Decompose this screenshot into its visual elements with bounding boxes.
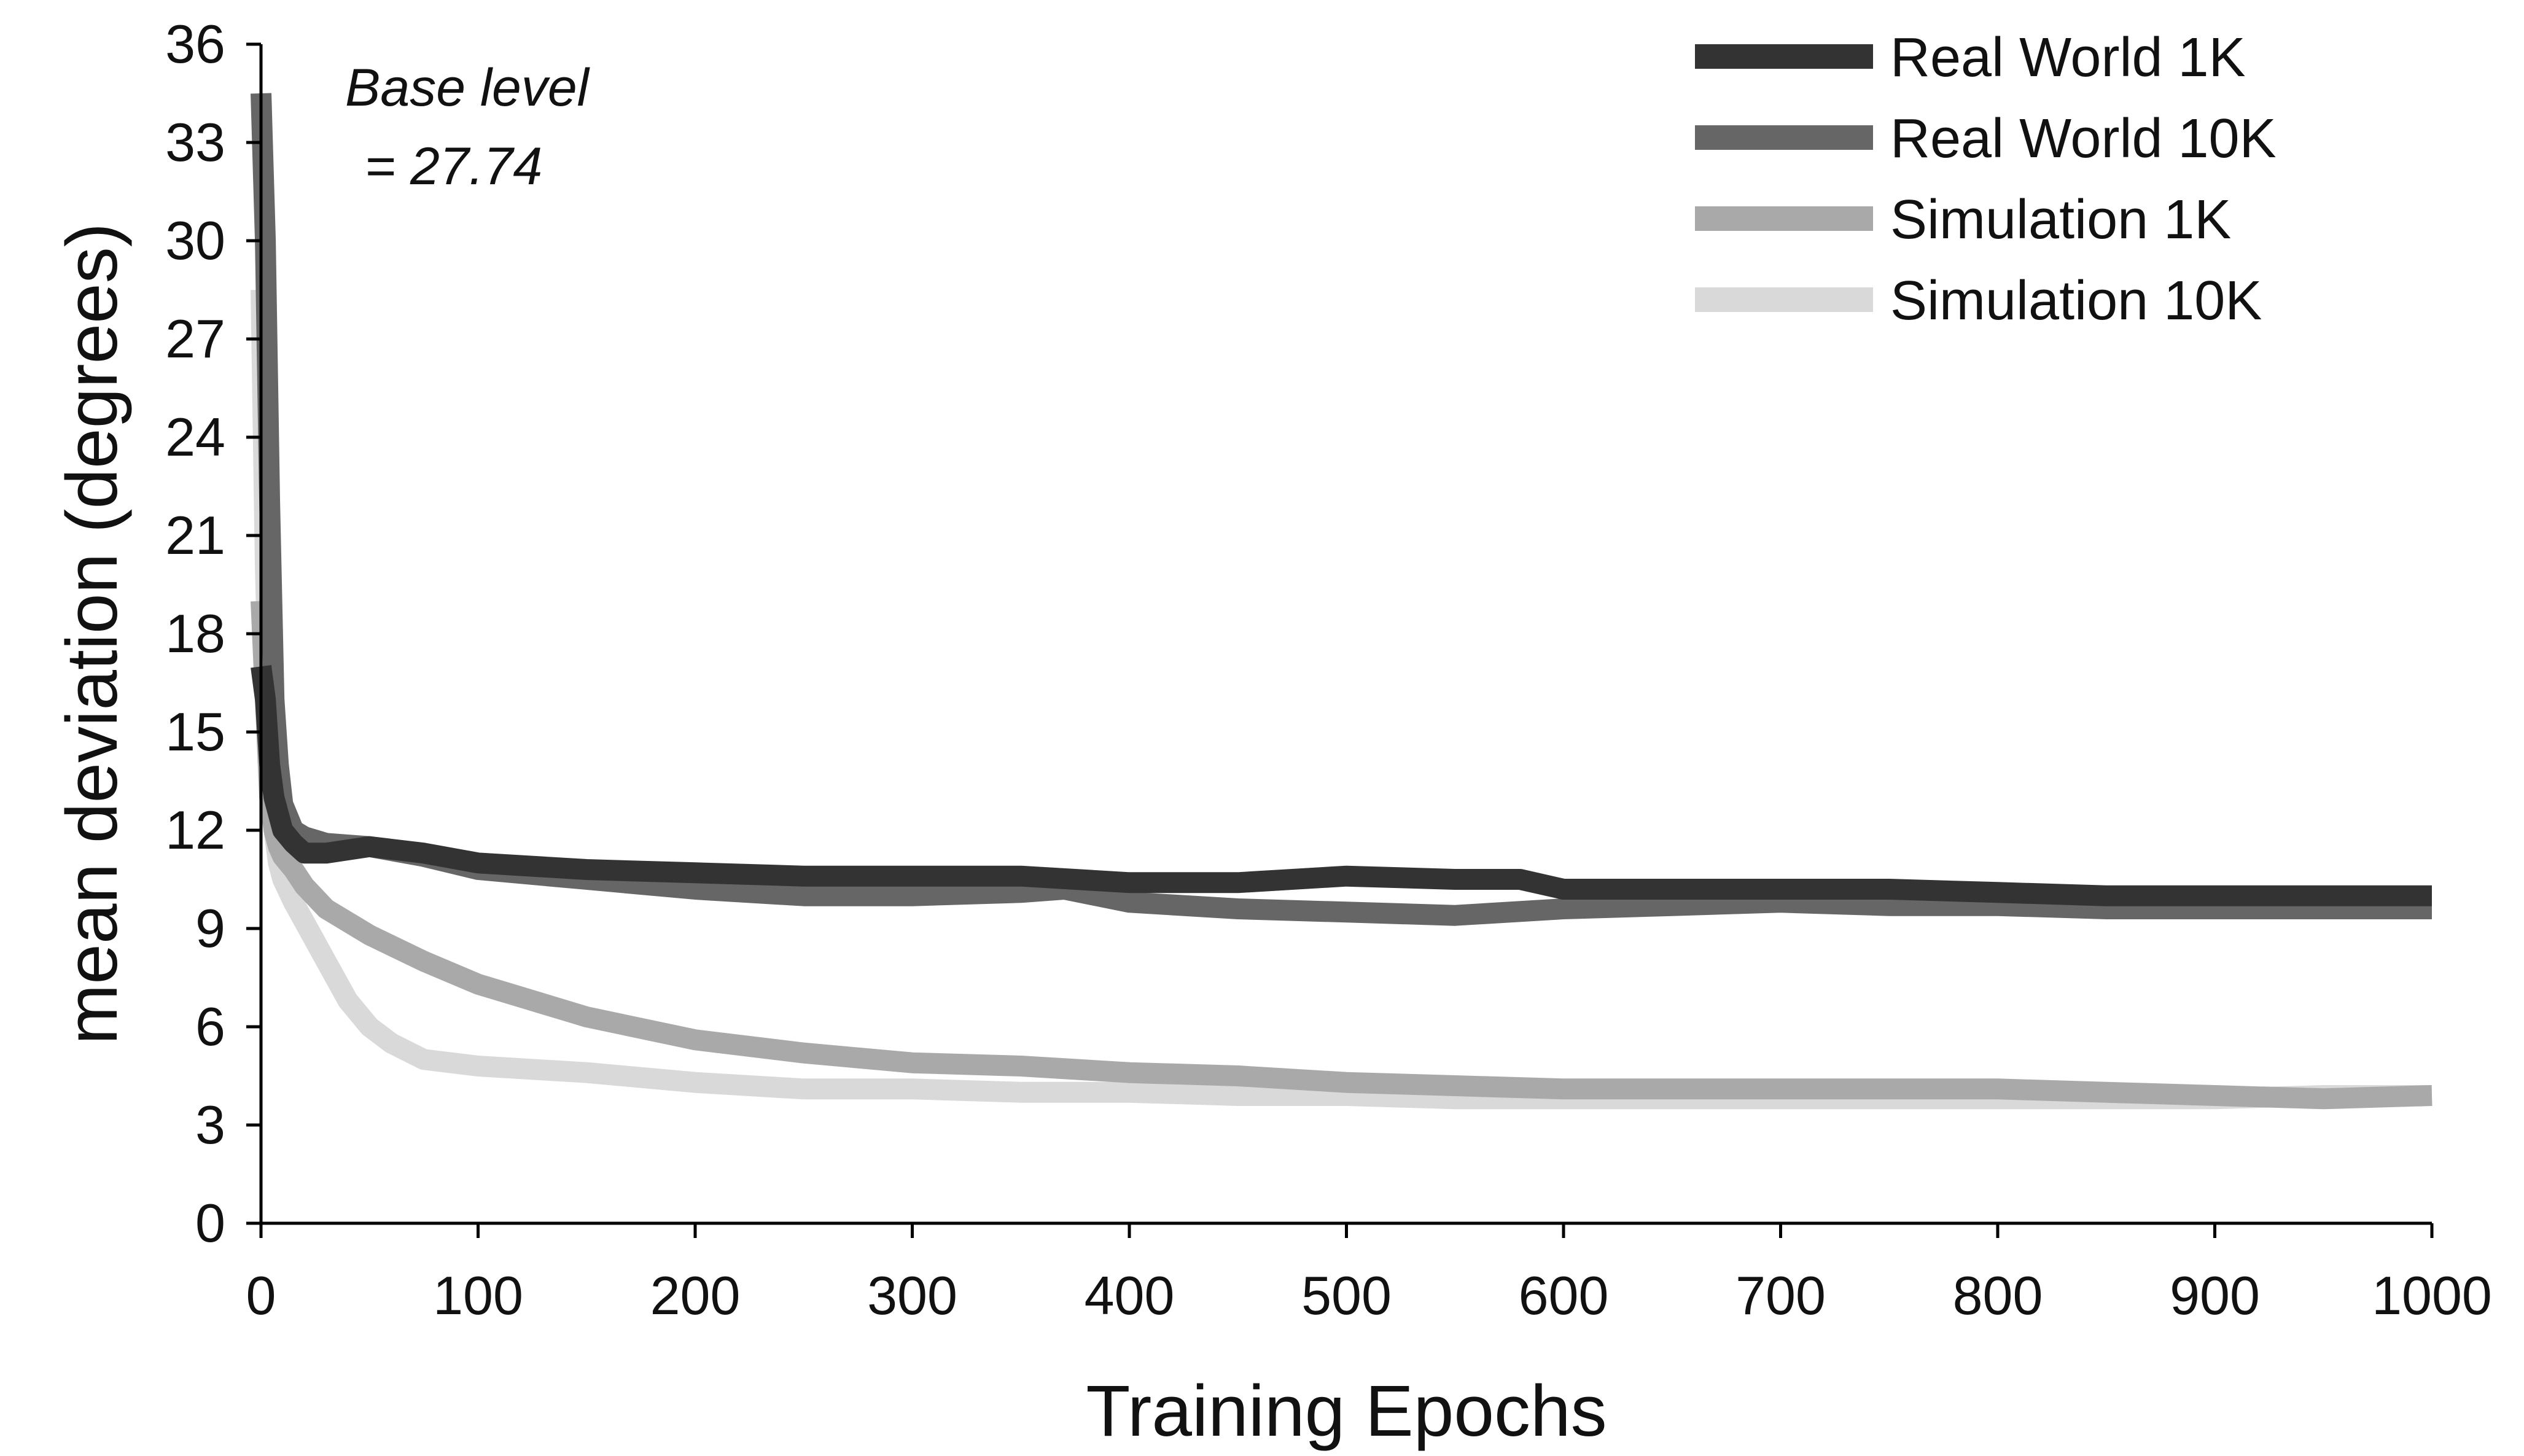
y-tick-label: 0 — [195, 1193, 225, 1253]
series-line-simulation-10k — [251, 289, 2432, 1110]
series-line-simulation-1k — [251, 600, 2432, 1110]
y-tick-label: 36 — [165, 14, 225, 74]
y-tick-label: 15 — [165, 701, 225, 762]
x-tick-label: 600 — [1519, 1265, 1609, 1326]
annotation-line-1: Base level — [345, 58, 591, 117]
x-tick-label: 400 — [1085, 1265, 1175, 1326]
x-tick-label: 500 — [1301, 1265, 1392, 1326]
base-level-annotation: Base level = 27.74 — [345, 58, 591, 196]
legend-label: Real World 10K — [1890, 108, 2277, 169]
x-tick-label: 700 — [1735, 1265, 1826, 1326]
annotation-line-2: = 27.74 — [350, 137, 542, 196]
y-tick-label: 18 — [165, 603, 225, 664]
x-axis-title: Training Epochs — [1086, 1371, 1607, 1452]
y-tick-label: 21 — [165, 505, 225, 566]
legend-label: Simulation 1K — [1890, 189, 2231, 251]
y-tick-label: 6 — [195, 996, 225, 1057]
x-tick-label: 800 — [1953, 1265, 2043, 1326]
y-tick-label: 9 — [195, 898, 225, 959]
x-tick-label: 100 — [433, 1265, 523, 1326]
y-tick-label: 30 — [165, 210, 225, 271]
y-tick-label: 24 — [165, 407, 225, 467]
y-tick-label: 12 — [165, 800, 225, 860]
y-tick-label: 33 — [165, 112, 225, 173]
series-line-real-world-1k — [251, 665, 2432, 906]
y-axis-title: mean deviation (degrees) — [52, 223, 133, 1045]
y-tick-label: 27 — [165, 308, 225, 369]
x-tick-label: 200 — [650, 1265, 741, 1326]
y-tick-label: 3 — [195, 1094, 225, 1155]
legend-label: Real World 1K — [1890, 27, 2246, 88]
x-tick-label: 900 — [2170, 1265, 2260, 1326]
legend-label: Simulation 10K — [1890, 270, 2262, 332]
legend: Real World 1K Real World 10K Simulation 1K… — [1695, 27, 2277, 332]
x-tick-label: 1000 — [2372, 1265, 2492, 1326]
x-tick-label: 300 — [867, 1265, 957, 1326]
series-layer — [251, 93, 2432, 1110]
x-tick-label: 0 — [246, 1265, 276, 1326]
